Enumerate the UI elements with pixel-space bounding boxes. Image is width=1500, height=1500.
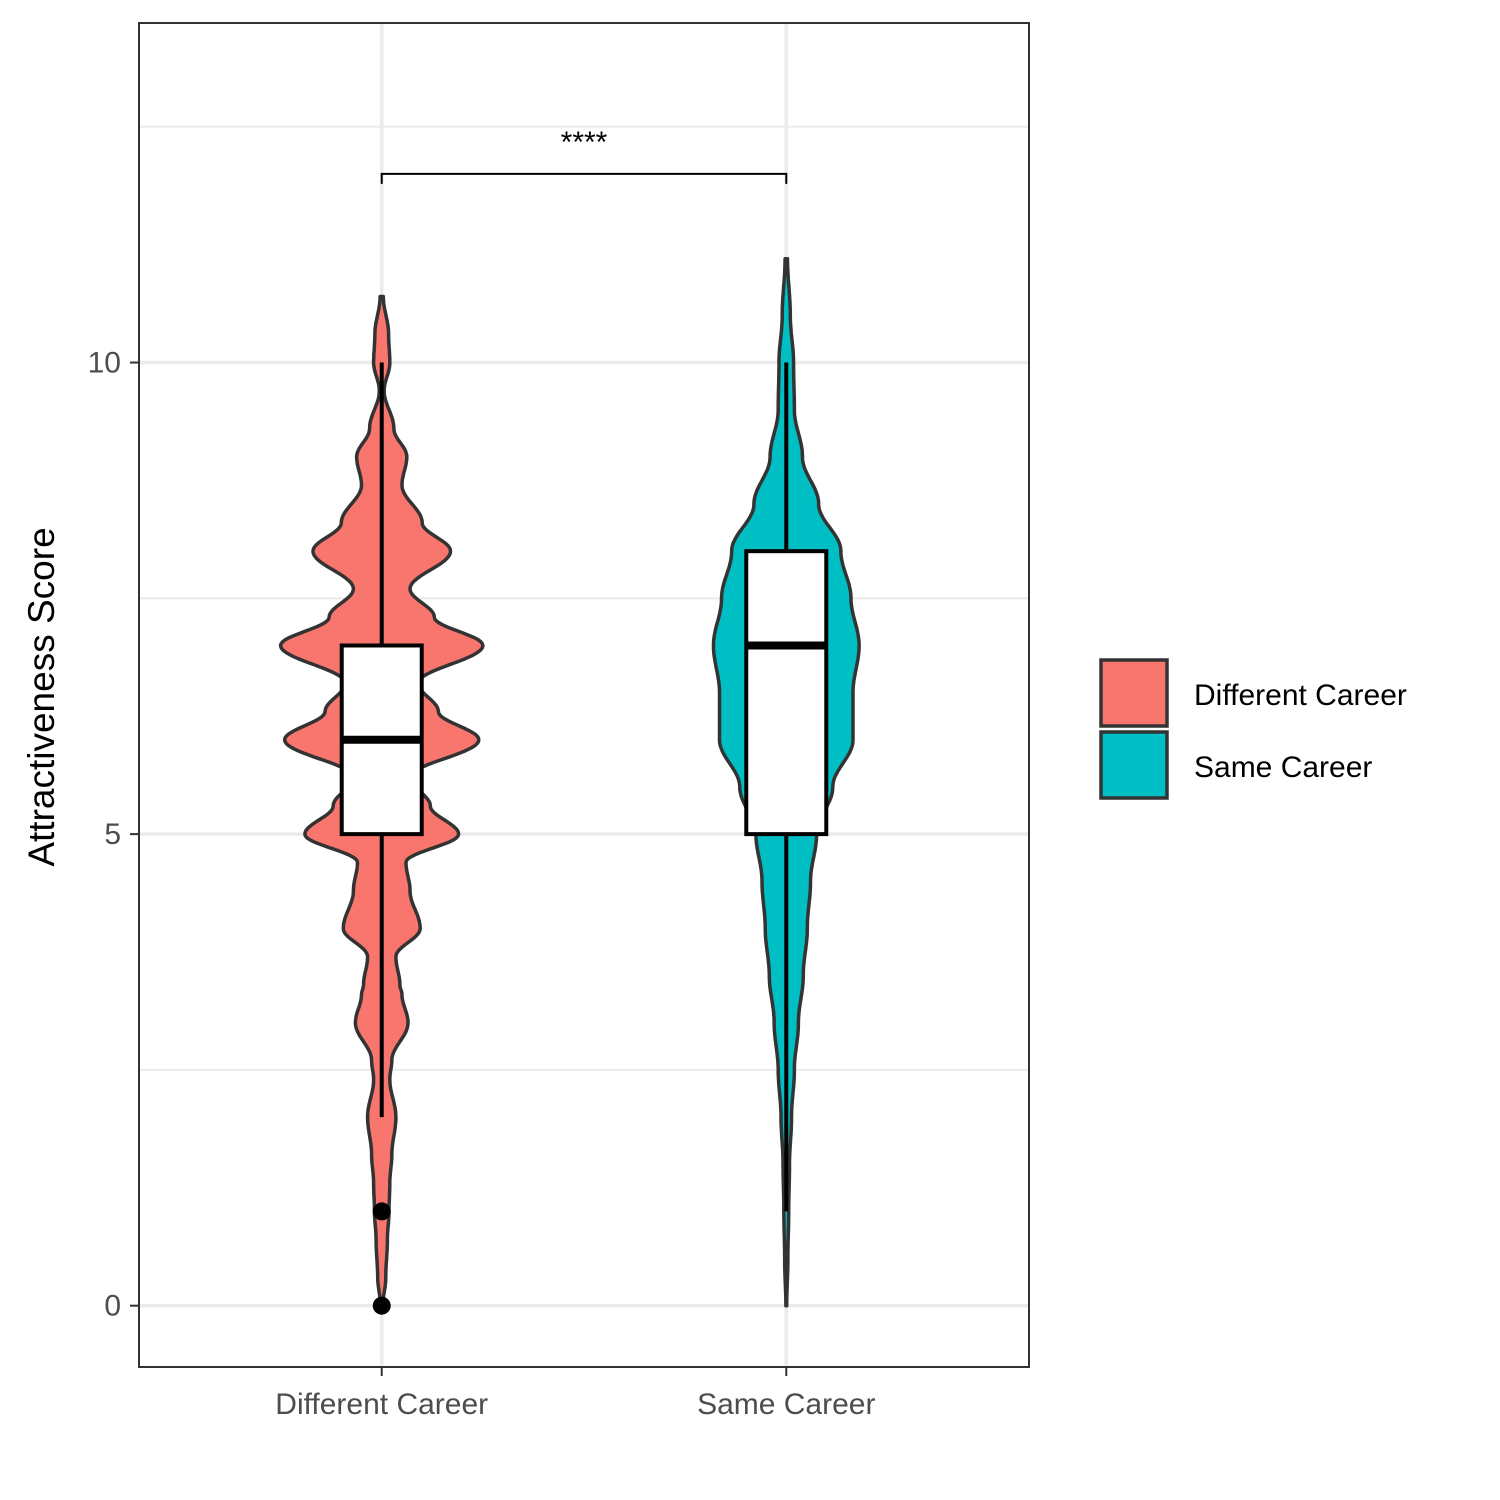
y-tick-label: 10 — [88, 347, 121, 380]
legend: Different Career Same Career — [1099, 658, 1407, 800]
box-same-career — [744, 549, 829, 837]
outlier-point — [372, 1202, 391, 1221]
y-tick-label: 0 — [104, 1290, 121, 1323]
y-tick-label: 5 — [104, 818, 121, 851]
legend-label-same-career: Same Career — [1194, 751, 1372, 784]
x-tick-label: Different Career — [275, 1388, 488, 1421]
boxplots — [339, 362, 829, 1315]
outlier-point — [372, 1296, 391, 1315]
legend-key-different-career — [1099, 658, 1169, 728]
significance-label: **** — [561, 126, 608, 159]
significance-bracket: **** — [380, 126, 788, 184]
x-tick-label: Same Career — [697, 1388, 875, 1421]
legend-label-different-career: Different Career — [1194, 679, 1407, 712]
axes: 0 5 10 Different Career Same Career — [88, 347, 876, 1421]
panel-border — [138, 22, 1030, 1368]
legend-key-same-career — [1099, 730, 1169, 800]
significance-line — [380, 172, 788, 184]
y-axis-title: Attractiveness Score — [21, 527, 62, 866]
panel-background — [139, 23, 1029, 1367]
